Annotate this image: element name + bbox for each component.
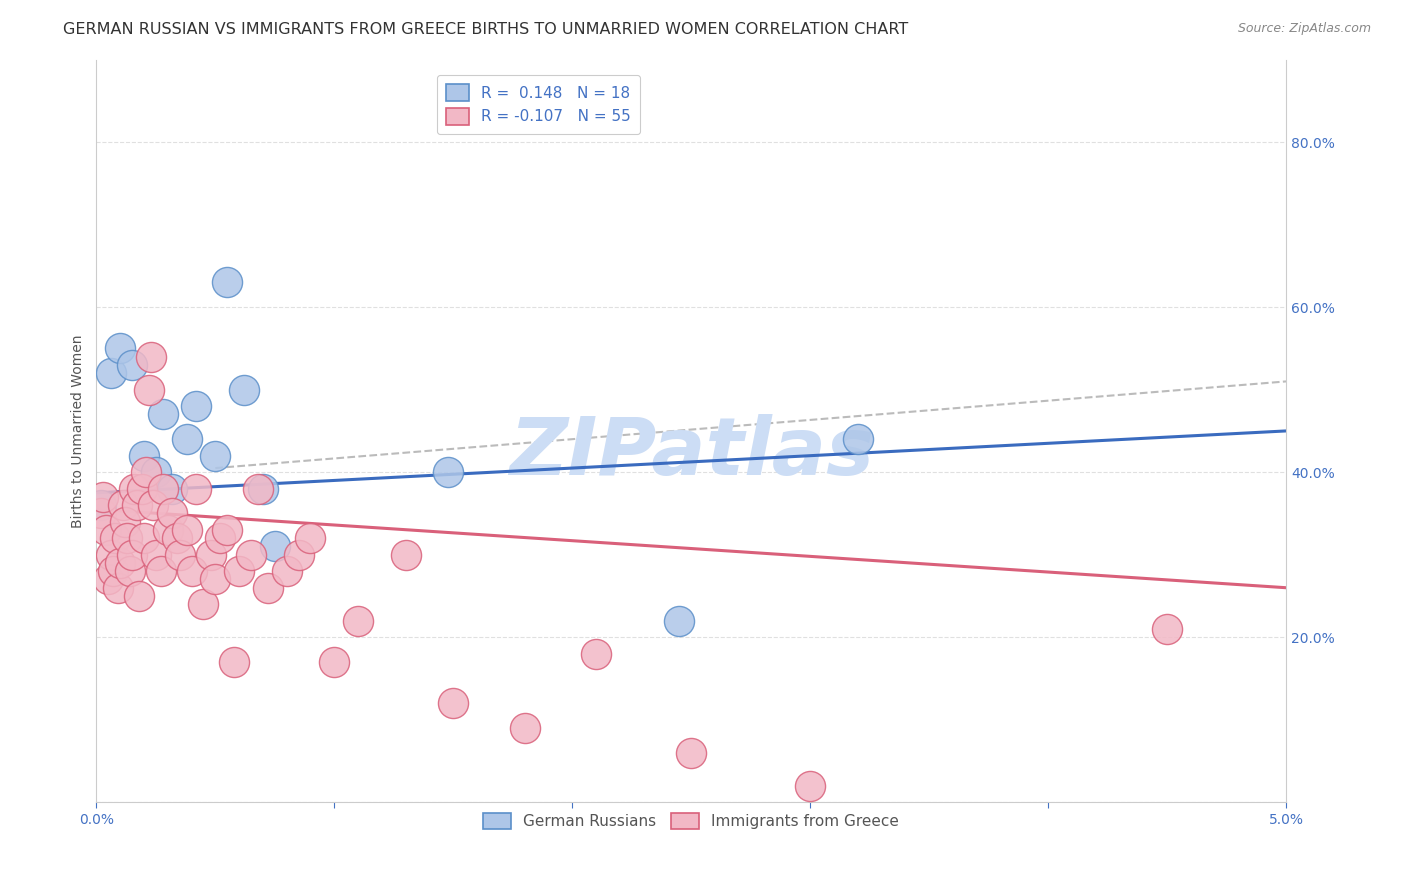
Point: [347, 614, 370, 628]
Point: [232, 383, 254, 397]
Point: [90, 498, 112, 512]
Point: [200, 548, 222, 562]
Point: [93, 490, 115, 504]
Point: [124, 482, 146, 496]
Y-axis label: Births to Unmarried Women: Births to Unmarried Women: [72, 334, 86, 528]
Point: [104, 531, 127, 545]
Point: [441, 696, 464, 710]
Point: [437, 465, 460, 479]
Point: [217, 523, 239, 537]
Point: [204, 449, 226, 463]
Point: [395, 548, 418, 562]
Legend: German Russians, Immigrants from Greece: German Russians, Immigrants from Greece: [477, 806, 905, 836]
Text: GERMAN RUSSIAN VS IMMIGRANTS FROM GREECE BIRTHS TO UNMARRIED WOMEN CORRELATION C: GERMAN RUSSIAN VS IMMIGRANTS FROM GREECE…: [63, 22, 908, 37]
Point: [139, 350, 162, 364]
Text: ZIPatlas: ZIPatlas: [509, 414, 873, 492]
Point: [145, 465, 167, 479]
Point: [145, 548, 167, 562]
Point: [97, 573, 120, 587]
Point: [152, 482, 174, 496]
Point: [287, 548, 309, 562]
Point: [176, 523, 198, 537]
Point: [108, 556, 131, 570]
Point: [252, 482, 274, 496]
Point: [121, 358, 143, 372]
Point: [152, 408, 174, 422]
Point: [132, 531, 155, 545]
Point: [169, 548, 191, 562]
Point: [156, 523, 179, 537]
Point: [149, 564, 172, 578]
Point: [256, 581, 278, 595]
Point: [681, 746, 703, 760]
Point: [142, 498, 165, 512]
Point: [799, 779, 821, 793]
Point: [299, 531, 322, 545]
Point: [224, 655, 246, 669]
Point: [585, 647, 607, 661]
Point: [111, 498, 134, 512]
Point: [101, 564, 124, 578]
Point: [513, 721, 536, 735]
Point: [228, 564, 250, 578]
Point: [276, 564, 298, 578]
Point: [100, 548, 122, 562]
Point: [180, 564, 202, 578]
Point: [107, 581, 129, 595]
Point: [121, 548, 143, 562]
Point: [131, 482, 153, 496]
Point: [240, 548, 263, 562]
Point: [128, 589, 150, 603]
Point: [217, 276, 239, 290]
Point: [193, 597, 215, 611]
Point: [162, 482, 184, 496]
Point: [100, 366, 122, 380]
Point: [94, 523, 117, 537]
Point: [125, 498, 148, 512]
Point: [323, 655, 346, 669]
Point: [90, 507, 112, 521]
Text: Source: ZipAtlas.com: Source: ZipAtlas.com: [1237, 22, 1371, 36]
Point: [176, 432, 198, 446]
Point: [132, 449, 155, 463]
Point: [186, 482, 208, 496]
Point: [114, 515, 136, 529]
Point: [135, 465, 157, 479]
Point: [138, 383, 160, 397]
Point: [117, 531, 139, 545]
Point: [166, 531, 188, 545]
Point: [846, 432, 869, 446]
Point: [247, 482, 270, 496]
Point: [668, 614, 690, 628]
Point: [1156, 622, 1178, 636]
Point: [209, 531, 232, 545]
Point: [186, 399, 208, 413]
Point: [162, 507, 184, 521]
Point: [204, 573, 226, 587]
Point: [263, 540, 285, 554]
Point: [108, 342, 131, 356]
Point: [118, 564, 141, 578]
